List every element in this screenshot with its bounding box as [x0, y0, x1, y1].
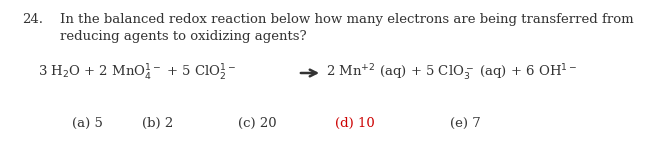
Text: (e) 7: (e) 7	[450, 117, 481, 129]
Text: (a) 5: (a) 5	[72, 117, 103, 129]
Text: reducing agents to oxidizing agents?: reducing agents to oxidizing agents?	[60, 30, 307, 43]
Text: (d) 10: (d) 10	[335, 117, 375, 129]
Text: (b) 2: (b) 2	[142, 117, 173, 129]
Text: In the balanced redox reaction below how many electrons are being transferred fr: In the balanced redox reaction below how…	[60, 13, 634, 26]
Text: 24.: 24.	[22, 13, 43, 26]
Text: 3 H$_2$O + 2 MnO$_4^{1-}$ + 5 ClO$_2^{1-}$: 3 H$_2$O + 2 MnO$_4^{1-}$ + 5 ClO$_2^{1-…	[38, 63, 236, 83]
Text: 2 Mn$^{+2}$ (aq) + 5 ClO$_3^-$ (aq) + 6 OH$^{1-}$: 2 Mn$^{+2}$ (aq) + 5 ClO$_3^-$ (aq) + 6 …	[326, 63, 577, 83]
Text: (c) 20: (c) 20	[238, 117, 277, 129]
